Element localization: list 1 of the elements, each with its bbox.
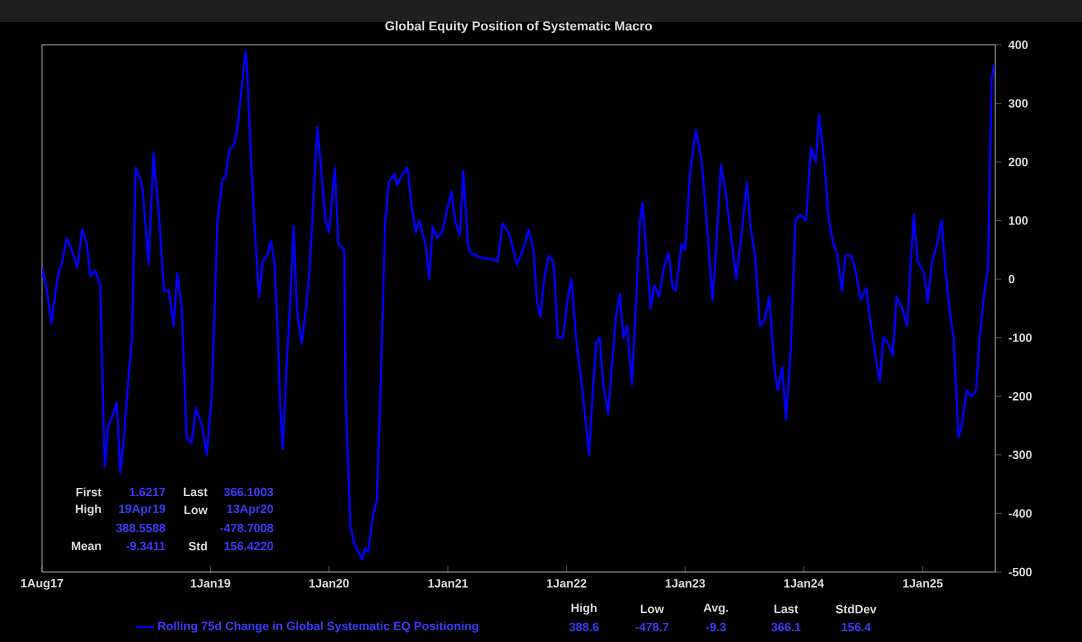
line-series bbox=[42, 50, 996, 561]
